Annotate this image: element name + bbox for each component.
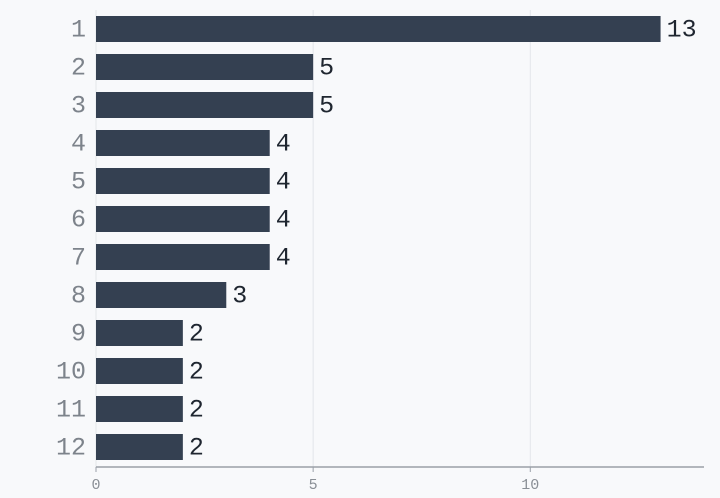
y-tick-label: 2 bbox=[71, 54, 86, 83]
bar bbox=[96, 358, 183, 384]
y-tick-label: 1 bbox=[71, 16, 86, 45]
y-tick-label: 9 bbox=[71, 320, 86, 349]
bar bbox=[96, 434, 183, 460]
y-tick-label: 12 bbox=[56, 434, 86, 463]
value-label: 2 bbox=[189, 396, 204, 425]
y-tick-label: 10 bbox=[56, 358, 86, 387]
bar bbox=[96, 54, 314, 80]
value-label: 2 bbox=[189, 434, 204, 463]
y-tick-label: 6 bbox=[71, 206, 86, 235]
y-tick-label: 8 bbox=[71, 282, 86, 311]
x-tick-label: 0 bbox=[91, 477, 100, 494]
bar bbox=[96, 320, 183, 346]
bar bbox=[96, 92, 314, 118]
value-label: 4 bbox=[276, 130, 291, 159]
bar bbox=[96, 168, 270, 194]
value-label: 5 bbox=[319, 92, 334, 121]
bar bbox=[96, 130, 270, 156]
value-label: 4 bbox=[276, 168, 291, 197]
value-label: 2 bbox=[189, 358, 204, 387]
bar bbox=[96, 282, 227, 308]
y-tick-label: 11 bbox=[56, 396, 86, 425]
bar bbox=[96, 244, 270, 270]
y-tick-label: 4 bbox=[71, 130, 86, 159]
x-tick-label: 10 bbox=[521, 477, 539, 494]
bar bbox=[96, 206, 270, 232]
bar bbox=[96, 396, 183, 422]
value-label: 4 bbox=[276, 206, 291, 235]
value-label: 4 bbox=[276, 244, 291, 273]
value-label: 5 bbox=[319, 54, 334, 83]
y-tick-label: 3 bbox=[71, 92, 86, 121]
bar bbox=[96, 16, 661, 42]
y-tick-label: 5 bbox=[71, 168, 86, 197]
value-label: 2 bbox=[189, 320, 204, 349]
value-label: 13 bbox=[667, 16, 697, 45]
x-tick-label: 5 bbox=[309, 477, 318, 494]
y-tick-label: 7 bbox=[71, 244, 86, 273]
value-label: 3 bbox=[232, 282, 247, 311]
